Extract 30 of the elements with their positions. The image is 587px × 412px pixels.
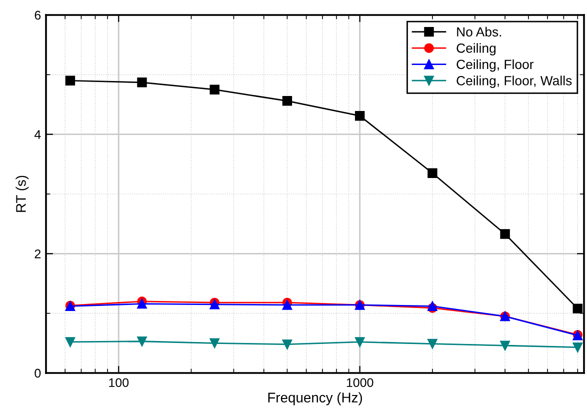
legend-label: Ceiling, Floor, Walls bbox=[456, 76, 572, 88]
point bbox=[65, 76, 76, 86]
y-tick-label: 4 bbox=[34, 130, 41, 139]
legend-label: Ceiling bbox=[456, 43, 496, 56]
x-tick-label: 100 bbox=[109, 378, 129, 388]
point bbox=[572, 342, 583, 352]
y-tick-label: 0 bbox=[34, 368, 41, 378]
x-tick-label: 1000 bbox=[346, 378, 374, 388]
x-axis-title: Frequency (Hz) bbox=[268, 392, 362, 406]
point bbox=[210, 84, 220, 94]
point bbox=[282, 300, 292, 310]
legend-label: No Abs. bbox=[457, 26, 502, 37]
point bbox=[428, 338, 438, 349]
point bbox=[428, 168, 438, 178]
point bbox=[500, 340, 510, 350]
point bbox=[354, 110, 365, 121]
point bbox=[210, 338, 220, 348]
point bbox=[282, 340, 292, 350]
point bbox=[65, 337, 76, 347]
point bbox=[500, 229, 510, 239]
y-axis-title: RT (s) bbox=[16, 176, 29, 212]
point bbox=[572, 304, 583, 314]
y-tick-label: 2 bbox=[34, 249, 41, 258]
point bbox=[137, 78, 147, 88]
point bbox=[137, 298, 147, 309]
point bbox=[282, 96, 292, 106]
point bbox=[137, 336, 147, 346]
legend-label: Ceiling, Floor bbox=[456, 59, 534, 72]
point bbox=[354, 337, 365, 347]
y-tick-label: 6 bbox=[34, 10, 41, 20]
